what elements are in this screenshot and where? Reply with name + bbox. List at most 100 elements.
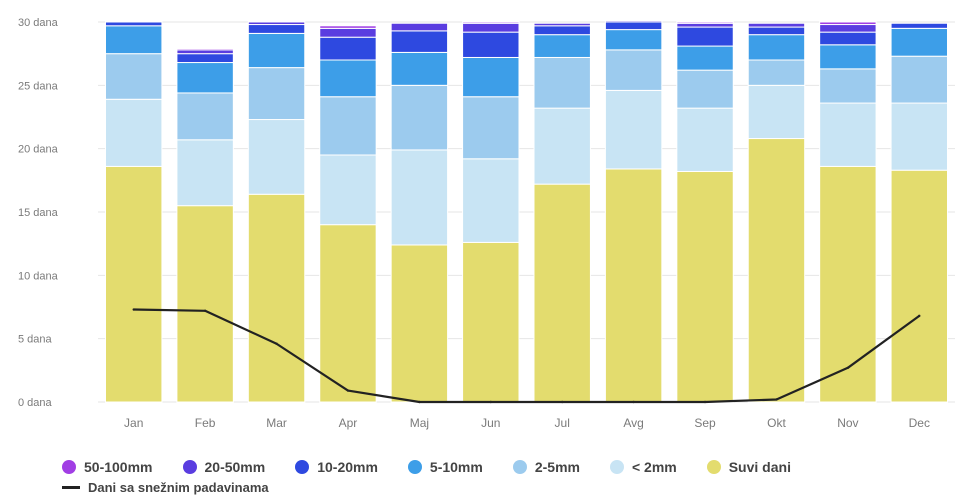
legend-swatch bbox=[706, 460, 721, 474]
bar-segment bbox=[319, 154, 377, 226]
bar-segment bbox=[890, 102, 949, 171]
bar-segment bbox=[747, 34, 806, 61]
x-tick-label: Nov bbox=[837, 416, 858, 430]
y-tick-label: 20 dana bbox=[18, 144, 59, 156]
bar-segment bbox=[390, 30, 449, 53]
bar-segment bbox=[676, 26, 734, 47]
bar-segment bbox=[533, 183, 591, 403]
x-tick-label: Feb bbox=[195, 416, 216, 430]
bar-stack bbox=[104, 21, 163, 403]
bar-segment bbox=[747, 84, 806, 140]
bar-segment bbox=[390, 84, 449, 151]
x-tick-label: Jan bbox=[124, 416, 143, 430]
bar-stack bbox=[747, 22, 806, 403]
bar-stack bbox=[604, 20, 663, 403]
bar-segment bbox=[676, 170, 734, 403]
bar-segment bbox=[390, 149, 449, 246]
bar-segment bbox=[819, 165, 877, 403]
bar-segment bbox=[604, 89, 663, 170]
bar-segment bbox=[319, 36, 377, 61]
bar-segment bbox=[247, 24, 306, 34]
bar-segment bbox=[247, 193, 306, 403]
gridlines bbox=[98, 21, 955, 403]
y-tick-label: 15 dana bbox=[18, 207, 59, 219]
legend-item[interactable]: 2-5mm bbox=[512, 459, 580, 475]
y-tick-label: 10 dana bbox=[18, 270, 59, 282]
snow-line-path bbox=[133, 308, 920, 404]
legend-item[interactable]: Suvi dani bbox=[706, 459, 791, 475]
bar-segment bbox=[104, 165, 163, 403]
legend-item[interactable]: 50-100mm bbox=[62, 459, 153, 475]
bar-segment bbox=[533, 107, 591, 185]
legend-label: 2-5mm bbox=[534, 459, 580, 475]
snow-line-point bbox=[775, 398, 778, 401]
bar-segment bbox=[176, 62, 234, 94]
bar-segment bbox=[104, 21, 163, 27]
bar-stack bbox=[247, 21, 306, 403]
stacked-bar-chart: 0 dana 5 dana 10 dana 15 dana 20 dana 25 dana… bbox=[18, 17, 955, 430]
bar-segment bbox=[247, 32, 306, 69]
bar-segment bbox=[462, 21, 520, 24]
snow-line-point bbox=[703, 400, 707, 404]
bar-segment bbox=[676, 21, 734, 24]
bar-segment bbox=[676, 45, 734, 71]
y-tick-label: 5 dana bbox=[18, 334, 53, 346]
legend-label: 5-10mm bbox=[429, 459, 483, 475]
legend-row-snow: Dani sa snežnim padavinama bbox=[62, 478, 942, 496]
bar-segment bbox=[890, 27, 949, 57]
bar-segment bbox=[462, 56, 520, 98]
x-tick-label: Dec bbox=[909, 416, 930, 430]
bar-segment bbox=[176, 139, 234, 207]
bar-segment bbox=[462, 22, 520, 33]
bar-segment bbox=[819, 68, 877, 104]
bar-segment bbox=[319, 27, 377, 38]
x-tick-label: Jul bbox=[555, 416, 570, 430]
x-tick-label: Okt bbox=[767, 416, 786, 430]
bar-segment bbox=[604, 21, 663, 31]
bar-segment bbox=[176, 49, 234, 55]
bar-segment bbox=[676, 22, 734, 28]
bar-segment bbox=[819, 102, 877, 167]
legend-item[interactable]: 20-50mm bbox=[182, 459, 266, 475]
bar-segment bbox=[747, 138, 806, 403]
x-tick-label: Avg bbox=[623, 416, 643, 430]
bar-segment bbox=[104, 98, 163, 167]
legend-label-snow: Dani sa snežnim padavinama bbox=[88, 479, 269, 495]
legend-item[interactable]: 5-10mm bbox=[407, 459, 483, 475]
bar-segment bbox=[462, 241, 520, 403]
legend-swatch bbox=[407, 460, 422, 474]
snow-line-point bbox=[632, 400, 635, 404]
bar-segment bbox=[319, 25, 377, 29]
bar-stack bbox=[533, 22, 591, 403]
bar-segment bbox=[533, 22, 591, 27]
bar-stack bbox=[676, 21, 734, 403]
bar-stack bbox=[176, 48, 234, 403]
snow-line-point bbox=[489, 400, 492, 404]
x-tick-label: Maj bbox=[410, 416, 429, 430]
bar-segment bbox=[819, 44, 877, 70]
x-tick-label: Mar bbox=[266, 416, 287, 430]
bar-segment bbox=[747, 26, 806, 36]
bar-segment bbox=[819, 24, 877, 33]
snow-line-point bbox=[561, 400, 564, 404]
bar-segment bbox=[747, 22, 806, 28]
bar-segment bbox=[390, 51, 449, 86]
legend-label: 20-50mm bbox=[204, 459, 266, 475]
bar-segment bbox=[890, 22, 949, 29]
bar-segment bbox=[747, 59, 806, 86]
bar-segment bbox=[104, 53, 163, 100]
legend-item[interactable]: < 2mm bbox=[609, 459, 677, 475]
legend-swatch bbox=[182, 460, 197, 474]
bar-segment bbox=[533, 56, 591, 109]
x-tick-label: Jun bbox=[481, 416, 500, 430]
snow-line-point bbox=[846, 366, 850, 369]
legend-item[interactable]: 10-20mm bbox=[295, 459, 378, 475]
bars bbox=[104, 20, 949, 403]
bar-segment bbox=[676, 69, 734, 109]
bar-segment bbox=[176, 92, 234, 141]
bar-stack bbox=[319, 25, 377, 403]
y-tick-label: 25 dana bbox=[18, 80, 59, 92]
snow-line-point bbox=[132, 308, 135, 311]
bar-segment bbox=[176, 205, 234, 403]
